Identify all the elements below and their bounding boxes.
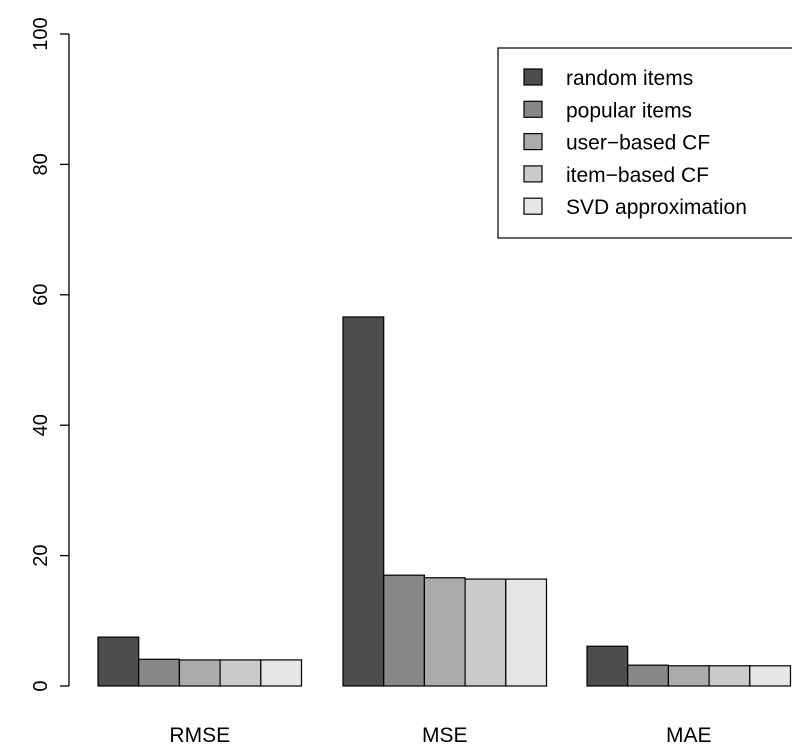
bar-rmse-series-3 [178, 659, 221, 687]
bar-mae-series-4 [708, 665, 751, 687]
category-labels: RMSE MSE MAE [169, 724, 711, 747]
y-tick-label: 80 [30, 153, 52, 175]
bar-mae-series-1 [586, 645, 629, 687]
bar-mse-series-5 [505, 578, 548, 687]
legend-swatch [523, 165, 543, 183]
y-tick-label: 20 [30, 544, 52, 566]
category-label-rmse: RMSE [169, 724, 230, 747]
bar-mse-series-3 [423, 577, 466, 687]
bar-mse-series-4 [464, 578, 507, 687]
bar-mae-series-5 [749, 665, 792, 687]
legend-label: user−based CF [566, 132, 710, 155]
y-tick-label: 60 [30, 284, 52, 306]
y-tick-label: 40 [30, 414, 52, 436]
legend-label: popular items [566, 99, 692, 122]
bar-mae-series-2 [627, 664, 670, 687]
legend-label: random items [566, 67, 693, 90]
y-tick-label: 0 [30, 680, 52, 691]
y-tick-label: 100 [30, 17, 52, 50]
legend-label: item−based CF [566, 164, 709, 187]
bar-mse-series-1 [342, 316, 385, 687]
legend: random items popular items user−based CF it… [497, 47, 792, 239]
legend-swatch [523, 100, 543, 118]
bar-rmse-series-4 [219, 659, 262, 687]
bar-rmse-series-5 [260, 659, 303, 687]
category-label-mae: MAE [666, 724, 712, 747]
category-label-mse: MSE [422, 724, 468, 747]
y-axis: 0 20 40 60 80 100 [30, 17, 70, 692]
bars-group [97, 316, 792, 687]
legend-box [497, 47, 792, 239]
legend-swatch [523, 68, 543, 86]
bar-mse-series-2 [383, 574, 426, 687]
bar-rmse-series-2 [138, 658, 180, 687]
legend-label: SVD approximation [566, 196, 747, 219]
bar-rmse-series-1 [97, 636, 140, 687]
legend-swatch [523, 133, 543, 151]
legend-swatch [523, 197, 543, 215]
bar-mae-series-3 [667, 665, 710, 687]
